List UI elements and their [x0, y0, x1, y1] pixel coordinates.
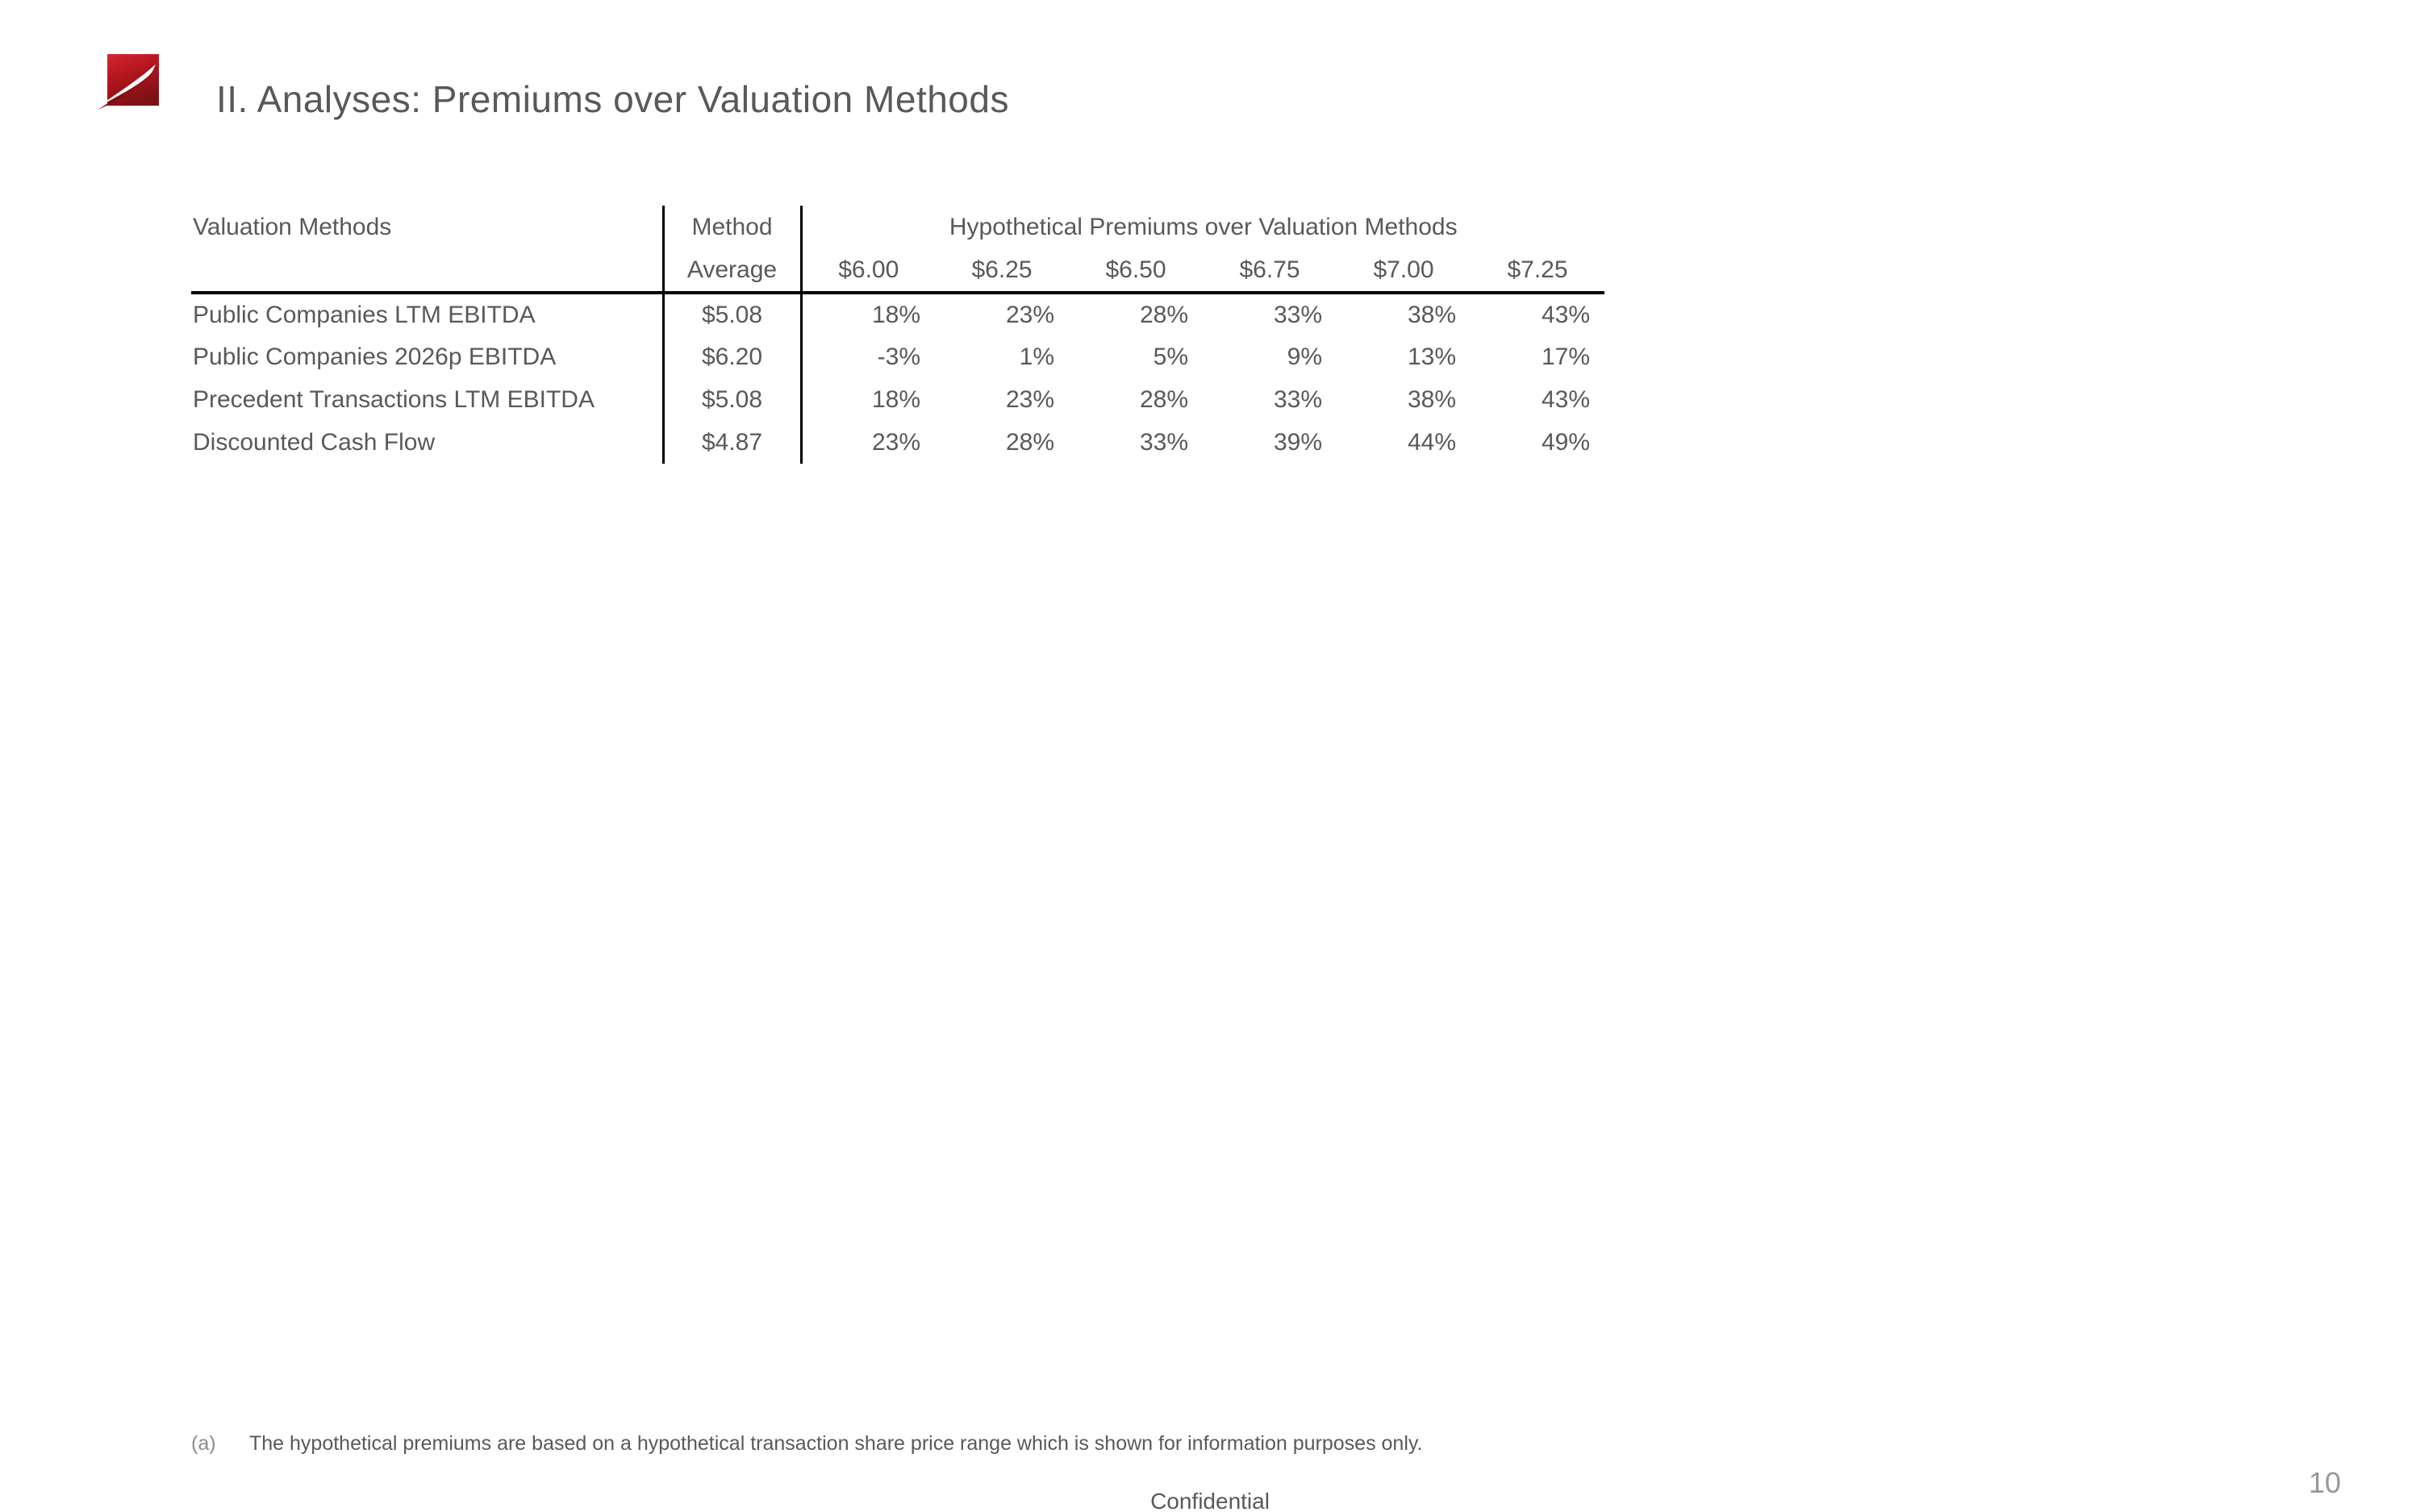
page-number: 10: [2309, 1466, 2342, 1499]
premium-value: 38%: [1407, 385, 1456, 413]
premium-value: 18%: [871, 301, 920, 328]
premium-value: 49%: [1541, 428, 1590, 456]
slide-title: II. Analyses: Premiums over Valuation Me…: [216, 78, 1009, 120]
method-average-value: $5.08: [661, 378, 803, 421]
footnote-text: The hypothetical premiums are based on a…: [249, 1432, 1423, 1455]
company-logo-icon: [96, 48, 159, 113]
premium-value: 18%: [871, 385, 920, 413]
premium-value: 28%: [1139, 301, 1188, 328]
premium-value: 43%: [1541, 385, 1590, 413]
premium-value: 9%: [1287, 343, 1322, 370]
premium-value: 38%: [1407, 301, 1456, 328]
premium-value: -3%: [877, 343, 920, 370]
row-label: Precedent Transactions LTM EBITDA: [193, 385, 595, 413]
table-header-row-1: Valuation Methods Method Hypothetical Pr…: [191, 206, 1604, 249]
price-header: $6.25: [935, 249, 1069, 294]
method-average-value: $4.87: [661, 421, 803, 464]
price-header: $6.50: [1069, 249, 1203, 294]
footnote: (a) The hypothetical premiums are based o…: [191, 1432, 1422, 1456]
premium-value: 23%: [871, 428, 920, 456]
premium-value: 43%: [1541, 301, 1590, 328]
confidential-label: Confidential: [1150, 1489, 1270, 1512]
premium-value: 33%: [1273, 301, 1322, 328]
method-average-value: $5.08: [661, 293, 803, 335]
group-header-hypothetical-premiums: Hypothetical Premiums over Valuation Met…: [949, 214, 1458, 240]
price-header: $6.75: [1203, 249, 1337, 294]
column-header-method: Method: [661, 206, 803, 249]
row-label: Public Companies 2026p EBITDA: [193, 343, 557, 370]
table-row: Discounted Cash Flow $4.87 23% 28% 33% 3…: [191, 421, 1604, 464]
column-header-average: Average: [661, 249, 803, 294]
row-label: Discounted Cash Flow: [193, 428, 436, 456]
table-header-row-2: Average $6.00 $6.25 $6.50 $6.75 $7.00 $7…: [191, 249, 1604, 294]
valuation-premiums-table: Valuation Methods Method Hypothetical Pr…: [191, 206, 1604, 464]
table-row: Precedent Transactions LTM EBITDA $5.08 …: [191, 378, 1604, 421]
column-header-valuation-methods: Valuation Methods: [193, 214, 392, 240]
premium-value: 39%: [1273, 428, 1322, 456]
premium-value: 44%: [1407, 428, 1456, 456]
price-header: $7.00: [1337, 249, 1471, 294]
table-row: Public Companies 2026p EBITDA $6.20 -3% …: [191, 335, 1604, 378]
red-swoosh-icon: [97, 54, 159, 110]
column-header-spacer: [191, 249, 663, 294]
premium-value: 23%: [1005, 301, 1054, 328]
price-header: $6.00: [801, 249, 935, 294]
premium-value: 13%: [1407, 343, 1456, 370]
price-header: $7.25: [1471, 249, 1604, 294]
footnote-marker: (a): [191, 1432, 216, 1455]
premium-value: 17%: [1541, 343, 1590, 370]
premium-value: 28%: [1139, 385, 1188, 413]
premium-value: 33%: [1139, 428, 1188, 456]
premium-value: 33%: [1273, 385, 1322, 413]
premium-value: 28%: [1005, 428, 1054, 456]
row-label: Public Companies LTM EBITDA: [193, 301, 536, 328]
premium-value: 23%: [1005, 385, 1054, 413]
premium-value: 5%: [1153, 343, 1188, 370]
table-row: Public Companies LTM EBITDA $5.08 18% 23…: [191, 293, 1604, 335]
premium-value: 1%: [1019, 343, 1054, 370]
method-average-value: $6.20: [661, 335, 803, 378]
